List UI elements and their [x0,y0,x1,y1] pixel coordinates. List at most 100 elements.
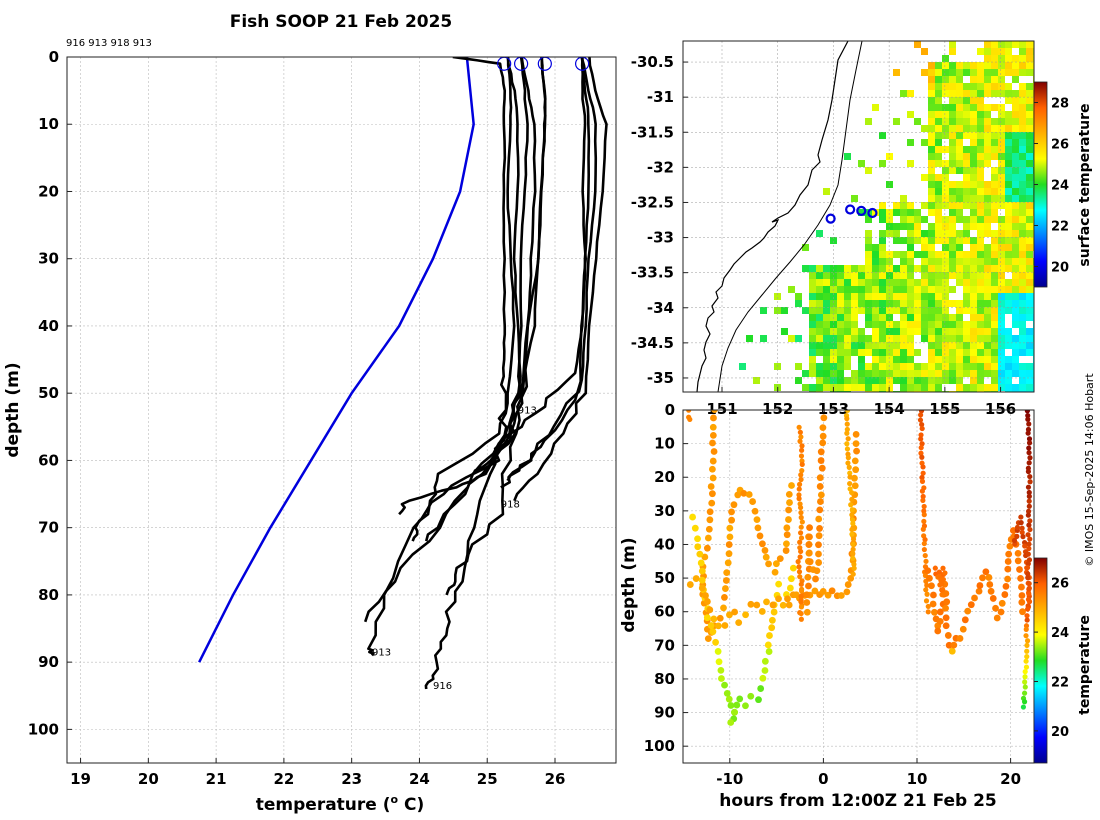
timeseries-dot [923,587,929,593]
timeseries-dot [771,568,779,576]
timeseries-dot [1026,493,1032,499]
sst-cell [942,300,949,307]
timeseries-y-tick-label: 40 [654,535,675,553]
map-x-tick-label: 155 [929,400,960,418]
timeseries-dot [936,569,942,575]
sst-cell [935,188,942,195]
sst-cell [970,279,977,286]
sst-cell [956,195,963,202]
timeseries-dot [768,616,776,624]
shelf-contour [717,41,863,392]
sst-cell [1019,307,1026,314]
sst-cell [1019,293,1026,300]
sst-cell [830,328,837,335]
sst-cell [1005,62,1012,69]
timeseries-dot [982,568,990,576]
sst-cell [886,286,893,293]
sst-cell [991,286,998,293]
sst-cell [1026,314,1033,321]
sst-cell [942,377,949,384]
sst-cell [1026,97,1033,104]
sst-cell [823,349,830,356]
sst-cell [984,356,991,363]
sst-cell [949,69,956,76]
timeseries-dot [711,410,718,414]
sst-cell [830,356,837,363]
cast-profiles-layer [363,57,608,690]
sst-cell [851,321,858,328]
sst-cell [900,279,907,286]
sst-cell [942,237,949,244]
timeseries-dot [788,482,795,489]
sst-cell [851,293,858,300]
sst-cell [900,265,907,272]
sst-cell [900,335,907,342]
sst-cell [1005,286,1012,293]
sst-cell [928,328,935,335]
timeseries-dot [1025,430,1031,436]
timeseries-dot [925,603,931,610]
sst-cell [837,300,844,307]
sst-cell [977,104,984,111]
sst-cell [914,377,921,384]
sst-cell [991,69,998,76]
sst-cell [984,83,991,90]
timeseries-dot [919,474,925,481]
timeseries-dot [726,611,733,619]
sst-cell [942,90,949,97]
sst-cell [928,321,935,328]
timeseries-dot [1018,583,1025,591]
sst-cell [907,258,914,265]
sst-cell [977,118,984,125]
coastline [696,41,849,392]
timeseries-dot [747,692,755,700]
sst-cell [1005,41,1012,48]
timeseries-dot [1005,550,1013,558]
timeseries-dot [806,524,813,531]
sst-cell [886,293,893,300]
sst-cell [935,335,942,342]
sst-cell [1026,223,1033,230]
sst-cell [753,377,760,384]
sst-cell [914,286,921,293]
sst-cell [1005,265,1012,272]
timeseries-dot [716,614,724,622]
sst-cell [970,272,977,279]
sst-cell [1005,153,1012,160]
sst-cell [984,160,991,167]
timeseries-dot [850,571,856,577]
sst-cell [991,216,998,223]
timeseries-dot [917,417,924,423]
sst-cell [963,300,970,307]
sst-cell [872,321,879,328]
sst-cell [858,342,865,349]
sst-cell [928,314,935,321]
sst-cell [907,160,914,167]
timeseries-dot [704,635,712,643]
sst-cell [949,237,956,244]
sst-cell [921,384,928,391]
timeseries-dot [783,531,791,539]
sst-cell [746,335,753,342]
sst-cell [949,111,956,118]
sst-cell [865,279,872,286]
sst-cell [970,125,977,132]
timeseries-dot [715,658,723,666]
timeseries-dot [847,575,855,582]
timeseries-dot [1025,412,1031,419]
credit-text: © IMOS 15-Sep-2025 14:06 Hobart [1083,373,1096,567]
sst-cell [970,139,977,146]
sst-cell [935,279,942,286]
sst-cell [865,377,872,384]
sst-cell [1026,244,1033,251]
sst-cell [893,300,900,307]
timeseries-dot [714,648,722,655]
timeseries-dot [924,582,930,588]
station-marker [856,205,867,216]
timeseries-dot [817,448,825,456]
profile-id-label: 916 [433,681,452,692]
sst-cell [1005,216,1012,223]
sst-cell [844,300,851,307]
sst-cell [1012,209,1019,216]
sst-cell [928,272,935,279]
